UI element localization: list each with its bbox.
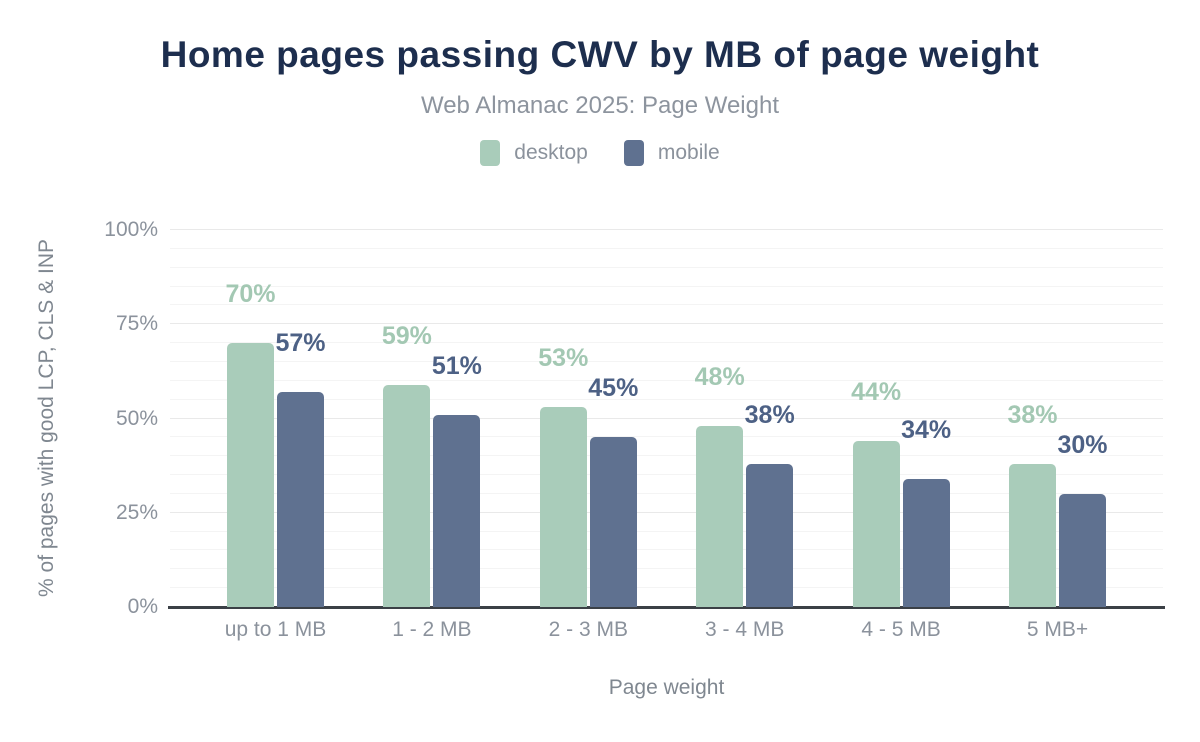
bar-mobile[interactable] <box>589 437 637 607</box>
x-tick-label: up to 1 MB <box>224 618 327 641</box>
x-tick-label: 3 - 4 MB <box>705 618 785 641</box>
y-tick-label: 50% <box>115 406 158 430</box>
bar-value-label-desktop: 70% <box>225 280 276 309</box>
gridline <box>170 455 1163 457</box>
gridline <box>170 285 1163 287</box>
gridline <box>170 323 1163 325</box>
bar-value-label-desktop: 44% <box>851 378 902 407</box>
legend: desktop mobile <box>0 140 1200 166</box>
y-tick-label: 100% <box>104 218 158 241</box>
chart-title: Home pages passing CWV by MB of page wei… <box>160 34 1040 75</box>
bar-mobile[interactable] <box>902 478 950 607</box>
bar-desktop[interactable] <box>539 407 587 607</box>
gridline <box>170 568 1163 570</box>
bar-value-label-desktop: 59% <box>381 321 432 350</box>
gridline <box>170 511 1163 513</box>
gridline <box>170 266 1163 268</box>
bar-desktop[interactable] <box>1009 463 1056 607</box>
gridline <box>170 247 1163 249</box>
bar-mobile[interactable] <box>746 463 794 607</box>
mobile-swatch-icon <box>623 140 644 166</box>
bar-desktop[interactable] <box>227 343 274 607</box>
x-tick-label: 1 - 2 MB <box>392 618 472 641</box>
desktop-swatch-icon <box>480 140 501 166</box>
x-axis-line <box>168 606 1165 609</box>
gridline <box>170 530 1163 532</box>
bar-value-label-desktop: 48% <box>694 363 745 392</box>
bar-value-label-desktop: 53% <box>538 344 589 373</box>
y-tick-label: 0% <box>127 595 158 618</box>
bar-value-label-mobile: 57% <box>275 329 326 358</box>
bar-desktop[interactable] <box>852 441 900 607</box>
y-axis-title: % of pages with good LCP, CLS & INP <box>35 239 58 597</box>
gridline <box>170 360 1163 362</box>
bar-mobile[interactable] <box>277 392 324 607</box>
bar-desktop[interactable] <box>696 426 744 607</box>
bar-value-label-mobile: 34% <box>901 415 952 444</box>
gridline <box>170 492 1163 494</box>
bar-mobile[interactable] <box>1059 493 1106 607</box>
legend-item-desktop[interactable]: desktop <box>480 140 588 166</box>
bar-value-label-mobile: 45% <box>588 374 639 403</box>
x-tick-label: 4 - 5 MB <box>861 618 941 641</box>
gridline <box>170 304 1163 306</box>
bar-desktop[interactable] <box>383 384 431 607</box>
gridline <box>170 398 1163 400</box>
bar-value-label-mobile: 30% <box>1057 430 1108 459</box>
gridline <box>170 342 1163 344</box>
bar-value-label-mobile: 51% <box>431 351 482 380</box>
x-axis-title: Page weight <box>608 676 725 699</box>
legend-item-mobile[interactable]: mobile <box>623 140 720 166</box>
gridline <box>170 379 1163 381</box>
gridline <box>170 587 1163 589</box>
gridline <box>170 549 1163 551</box>
gridline <box>170 229 1163 230</box>
gridline <box>170 436 1163 438</box>
gridline <box>170 417 1163 419</box>
legend-label-desktop: desktop <box>514 141 588 164</box>
x-tick-label: 2 - 3 MB <box>548 618 628 641</box>
x-tick-label: 5 MB+ <box>1026 618 1089 641</box>
chart-subtitle: Web Almanac 2025: Page Weight <box>420 92 779 119</box>
bar-mobile[interactable] <box>433 414 481 607</box>
gridline <box>170 474 1163 476</box>
y-tick-label: 25% <box>115 500 158 524</box>
plot-area: 70% 57% 59% 51% 53% 45% 48% 38% 44% 34% 38% 30% <box>168 229 1165 609</box>
legend-label-mobile: mobile <box>657 141 720 164</box>
bar-value-label-mobile: 38% <box>744 400 795 429</box>
y-tick-label: 75% <box>115 312 158 336</box>
bar-value-label-desktop: 38% <box>1007 400 1058 429</box>
